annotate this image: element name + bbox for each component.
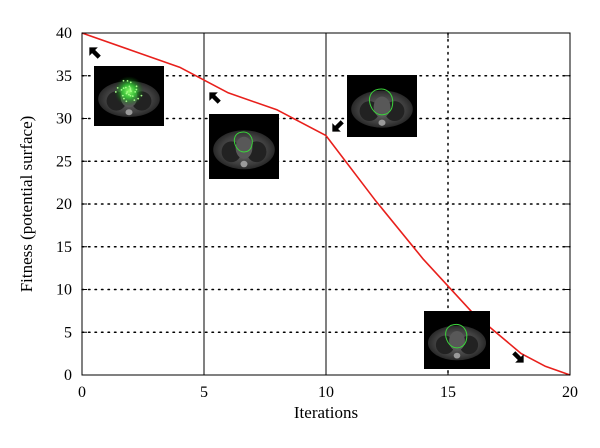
contour-speckle: [128, 85, 131, 88]
pointer-arrow-icon: [512, 351, 524, 363]
inset-heart-region: [373, 96, 391, 118]
arrow-shape: [512, 351, 524, 363]
arrow-shape: [209, 92, 221, 104]
contour-speckle: [130, 90, 132, 93]
contour-speckle: [128, 93, 130, 96]
tick-layer: 0 5 10 15 20 0 5 10 15 20 25 30 35 40: [56, 25, 578, 401]
arrow-shape: [89, 47, 101, 59]
contour-speckle: [126, 80, 129, 82]
ct-slice-iteration-10: [347, 75, 417, 137]
contour-cloud: [114, 76, 144, 107]
y-axis-label: Fitness (potential surface): [17, 116, 36, 293]
contour-speckle: [125, 92, 128, 95]
contour-speckle: [131, 95, 134, 98]
contour-speckle: [129, 87, 132, 90]
ct-slice-iteration-5: [209, 114, 279, 179]
series-layer: [81, 32, 571, 376]
y-tick-label: 15: [56, 239, 72, 256]
inset-spine: [378, 119, 386, 126]
x-tick-label: 5: [200, 384, 208, 401]
inset-spine: [240, 160, 248, 168]
inset-heart-region: [449, 331, 465, 351]
x-tick-label: 0: [78, 384, 86, 401]
contour-speckle: [122, 87, 125, 90]
y-tick-label: 35: [56, 68, 72, 85]
pointer-arrow-icon: [89, 47, 101, 59]
contour-speckle: [137, 97, 140, 100]
y-tick-label: 25: [56, 153, 72, 170]
y-tick-label: 40: [56, 25, 72, 42]
contour-speckle: [133, 99, 136, 102]
contour-speckle: [122, 79, 125, 82]
y-tick-label: 5: [64, 324, 72, 341]
inset-heart-region: [235, 136, 253, 159]
contour-speckle: [124, 86, 127, 89]
x-axis-label: Iterations: [294, 403, 358, 422]
x-tick-label: 10: [318, 384, 334, 401]
contour-speckle: [114, 91, 117, 93]
y-tick-label: 0: [64, 367, 72, 384]
y-tick-label: 30: [56, 111, 72, 128]
pointer-arrow-icon: [209, 92, 221, 104]
contour-speckle: [123, 97, 125, 100]
contour-speckle: [126, 91, 129, 93]
inset-spine: [453, 352, 461, 359]
contour-speckle: [129, 94, 132, 97]
contour-outline: [233, 131, 253, 153]
arrow-shape: [332, 120, 344, 132]
contour-speckle: [121, 94, 124, 97]
reference-lines: [203, 33, 327, 375]
pointer-arrow-icon: [332, 120, 344, 132]
contour-speckle: [129, 81, 132, 84]
y-tick-label: 10: [56, 282, 72, 299]
ct-slice-final: [424, 311, 490, 369]
contour-speckle: [125, 100, 128, 103]
contour-speckle: [140, 94, 143, 97]
contour-speckle: [129, 88, 132, 91]
contour-speckle: [135, 88, 138, 91]
x-tick-label: 15: [440, 384, 456, 401]
inset-spine: [125, 109, 133, 116]
contour-speckle: [116, 86, 119, 89]
grid-layer: [81, 32, 571, 376]
contour-outline: [368, 88, 394, 116]
series-line-fitness: [81, 32, 571, 376]
x-tick-label: 20: [562, 384, 578, 401]
contour-speckle: [135, 85, 138, 88]
contour-speckle: [134, 91, 137, 93]
ct-slice-initial-green-cloud: [94, 66, 164, 126]
inset-layer: [89, 47, 524, 369]
contour-speckle: [120, 89, 123, 91]
y-tick-label: 20: [56, 196, 72, 213]
contour-outline: [445, 323, 468, 349]
